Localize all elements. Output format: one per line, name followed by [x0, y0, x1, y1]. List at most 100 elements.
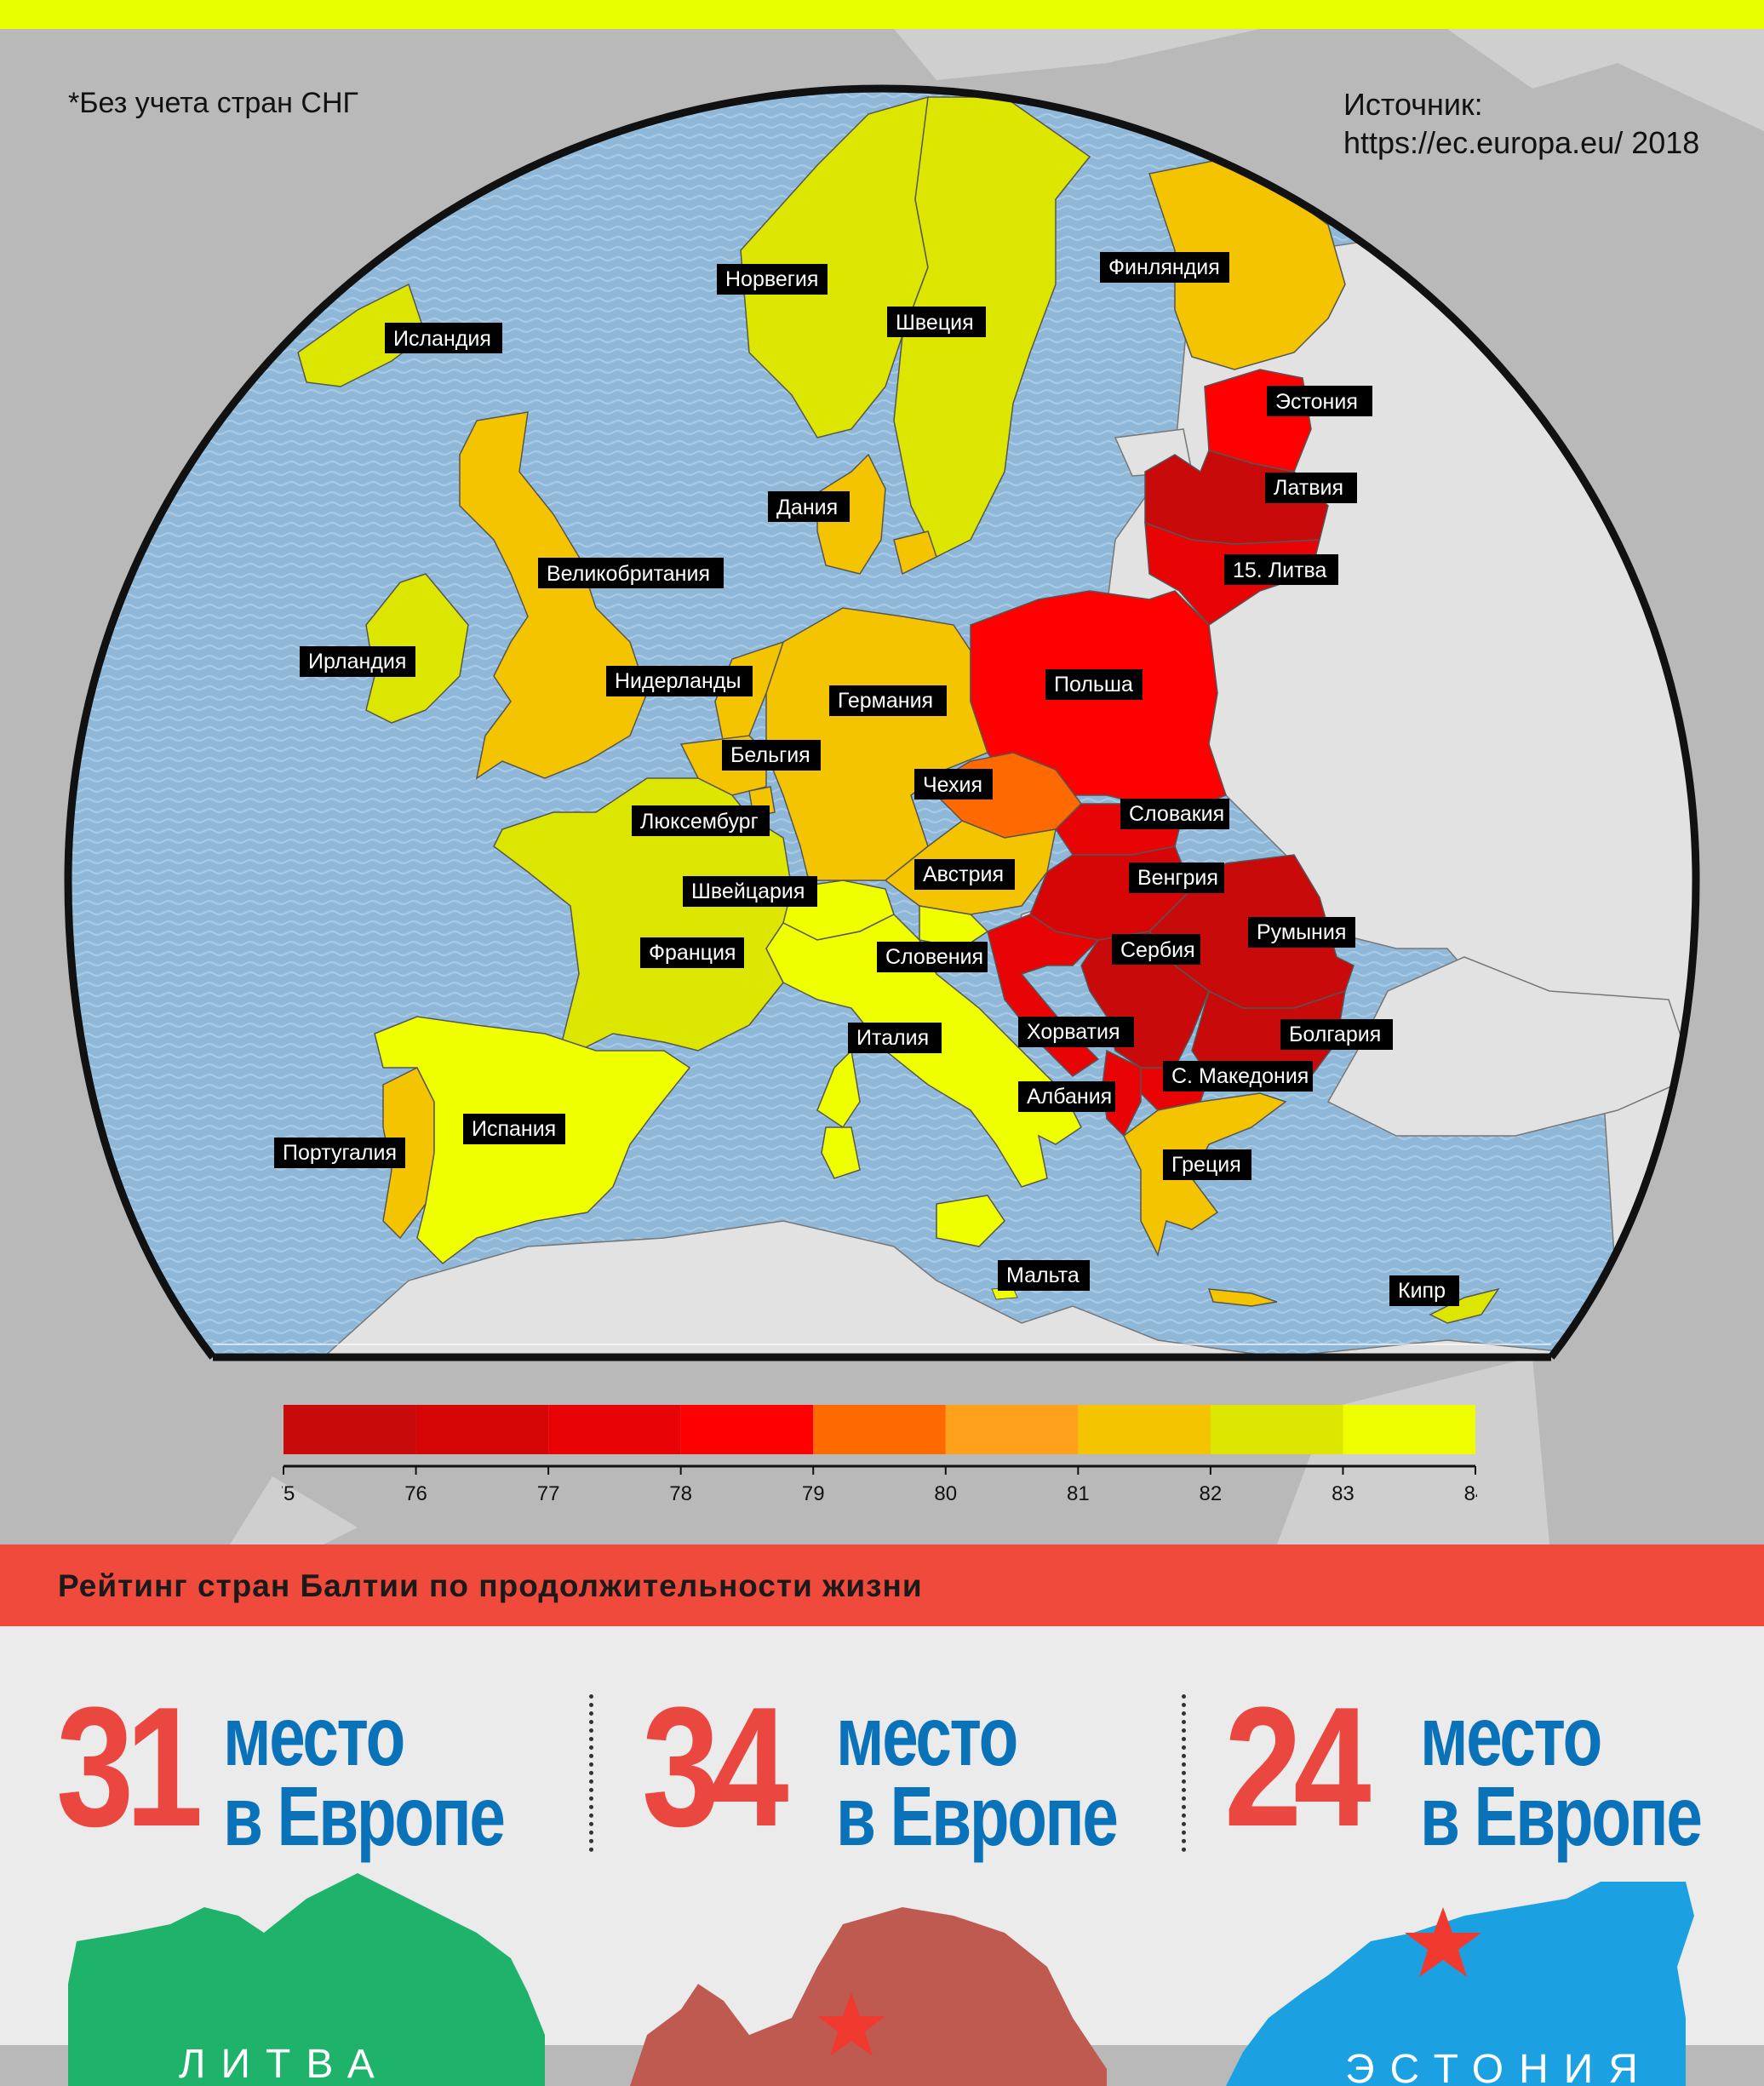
lithuania-label: ЛИТВА [179, 2042, 390, 2086]
label-spain: Испания [463, 1114, 565, 1144]
legend-tick-label: 78 [669, 1482, 692, 1505]
svg-text:Сербия: Сербия [1120, 938, 1195, 962]
svg-text:Италия: Италия [856, 1026, 929, 1050]
legend-tick-label: 84 [1464, 1482, 1477, 1505]
label-serbia: Сербия [1112, 934, 1200, 965]
svg-text:Болгария: Болгария [1289, 1023, 1381, 1046]
color-legend: 75 76 77 78 79 80 81 82 83 84 [272, 1405, 1486, 1511]
estonia-star-icon [1405, 1907, 1481, 1977]
svg-text:Швейцария: Швейцария [691, 880, 805, 903]
label-sweden: Швеция [887, 307, 986, 337]
svg-text:Дания: Дания [776, 496, 838, 519]
label-denmark: Дания [768, 491, 850, 522]
source: Источник: https://ec.europa.eu/ 2018 [1343, 85, 1699, 162]
label-albania: Албания [1018, 1081, 1115, 1112]
label-czechia: Чехия [914, 769, 993, 799]
rank-word: место [836, 1689, 1018, 1783]
label-italy: Италия [848, 1023, 942, 1053]
label-slovakia: Словакия [1120, 799, 1229, 829]
svg-text:Словения: Словения [885, 945, 983, 969]
label-belgium: Бельгия [722, 740, 821, 771]
svg-text:Испания: Испания [472, 1117, 556, 1141]
label-luxembourg: Люксембург [632, 805, 770, 836]
legend-swatch [1343, 1405, 1475, 1454]
legend-tick-label: 76 [404, 1482, 427, 1505]
label-iceland: Исландия [385, 323, 502, 353]
legend-swatch [680, 1405, 814, 1454]
europe-map: Исландия Норвегия Швеция Финляндия Эстон… [0, 29, 1764, 1544]
svg-text:Латвия: Латвия [1274, 476, 1343, 500]
label-cyprus: Кипр [1389, 1275, 1459, 1306]
legend-tick-label: 79 [802, 1482, 825, 1505]
label-finland: Финляндия [1100, 252, 1229, 283]
rank-region: в Европе [1420, 1769, 1703, 1863]
label-greece: Греция [1163, 1149, 1251, 1180]
note-text: *Без учета стран СНГ [68, 87, 358, 119]
svg-text:Ирландия: Ирландия [308, 650, 406, 673]
latvia-shape [630, 1907, 1107, 2086]
legend-tick-label: 81 [1067, 1482, 1090, 1505]
divider [589, 1694, 593, 1852]
label-macedonia: С. Македония [1163, 1061, 1313, 1092]
svg-text:Греция: Греция [1171, 1153, 1241, 1177]
svg-text:Люксембург: Люксембург [640, 810, 759, 834]
label-ireland: Ирландия [300, 646, 415, 677]
baltic-rating-header: Рейтинг стран Балтии по продолжительност… [0, 1544, 1764, 1626]
dome-interior [68, 89, 1696, 1357]
label-poland: Польша [1045, 669, 1143, 700]
svg-text:Португалия: Португалия [283, 1141, 397, 1165]
svg-text:Норвегия: Норвегия [725, 267, 818, 291]
svg-text:Германия: Германия [838, 689, 933, 713]
legend-swatch [1078, 1405, 1211, 1454]
svg-text:Хорватия: Хорватия [1027, 1020, 1120, 1044]
label-switzerland: Швейцария [683, 876, 817, 907]
country-labels: Исландия Норвегия Швеция Финляндия Эстон… [274, 252, 1459, 1306]
svg-text:Румыния: Румыния [1257, 920, 1346, 944]
label-austria: Австрия [914, 859, 1015, 890]
rank-number: 24 [1224, 1672, 1372, 1862]
baltic-silhouettes: ЛИТВА ЭСТОНИЯ [68, 1873, 1694, 2086]
svg-text:Кипр: Кипр [1398, 1279, 1446, 1303]
legend-tick-label: 83 [1332, 1482, 1354, 1505]
svg-text:Венгрия: Венгрия [1137, 866, 1218, 890]
svg-text:Франция: Франция [649, 941, 736, 965]
svg-text:Финляндия: Финляндия [1108, 255, 1220, 279]
label-uk: Великобритания [538, 558, 724, 588]
lithuania-shape [68, 1873, 545, 2086]
svg-text:С. Македония: С. Македония [1171, 1064, 1309, 1088]
legend-tick-label: 77 [537, 1482, 560, 1505]
legend-swatch [548, 1405, 681, 1454]
legend-tick-label: 75 [282, 1482, 295, 1505]
legend-swatch [813, 1405, 946, 1454]
legend-tick-label: 80 [934, 1482, 957, 1505]
label-bulgaria: Болгария [1280, 1019, 1393, 1050]
svg-text:Словакия: Словакия [1129, 802, 1224, 826]
legend-svg: 75 76 77 78 79 80 81 82 83 84 [272, 1405, 1486, 1505]
svg-text:Чехия: Чехия [923, 773, 982, 797]
label-lithuania: 15. Литва [1224, 554, 1338, 585]
label-romania: Румыния [1248, 917, 1355, 948]
divider [1182, 1694, 1186, 1852]
label-netherlands: Нидерланды [606, 666, 753, 696]
svg-text:Бельгия: Бельгия [730, 743, 810, 767]
svg-text:Албания: Албания [1027, 1085, 1112, 1109]
svg-text:Мальта: Мальта [1006, 1264, 1080, 1287]
legend-swatch [945, 1405, 1079, 1454]
label-germany: Германия [829, 685, 947, 716]
svg-text:15. Литва: 15. Литва [1233, 559, 1327, 582]
svg-text:Эстония: Эстония [1275, 390, 1358, 414]
rank-word: место [223, 1689, 405, 1783]
legend-swatch [1210, 1405, 1343, 1454]
legend-tick-label: 82 [1200, 1482, 1223, 1505]
estonia-shape [1226, 1882, 1694, 2086]
svg-text:Великобритания: Великобритания [547, 562, 710, 586]
latvia-star-icon [817, 1992, 885, 2056]
rank-number: 34 [642, 1672, 789, 1862]
label-malta: Мальта [998, 1260, 1090, 1291]
label-slovenia: Словения [877, 942, 988, 972]
legend-swatch [415, 1405, 549, 1454]
legend-swatch [284, 1405, 416, 1454]
label-portugal: Португалия [274, 1138, 405, 1168]
svg-text:Швеция: Швеция [896, 311, 974, 335]
label-norway: Норвегия [717, 264, 828, 295]
